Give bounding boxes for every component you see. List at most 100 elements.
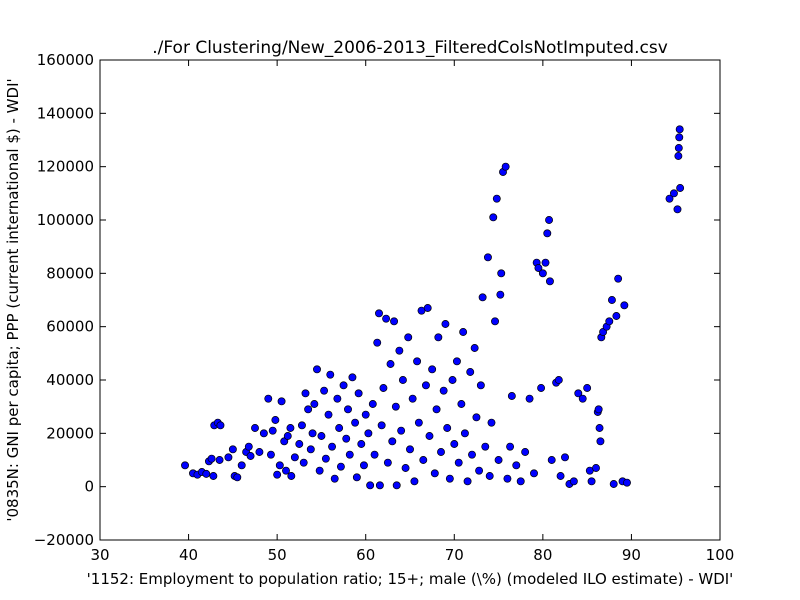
data-point — [216, 421, 225, 430]
data-point — [587, 477, 596, 486]
data-point — [406, 445, 414, 454]
data-point — [475, 466, 484, 475]
data-point — [388, 437, 397, 446]
data-point — [583, 384, 592, 392]
data-point — [283, 432, 292, 440]
data-point — [595, 424, 604, 432]
y-tick-label: 40000 — [46, 371, 94, 389]
data-point — [375, 309, 383, 318]
data-point — [317, 432, 326, 440]
data-point — [277, 397, 286, 406]
y-tick-label: 60000 — [46, 318, 94, 336]
data-point — [594, 405, 603, 414]
data-point — [352, 473, 361, 482]
x-tick-label: 60 — [356, 546, 375, 564]
x-tick-label: 80 — [533, 546, 552, 564]
data-point — [554, 376, 563, 384]
data-point — [487, 418, 496, 427]
data-point — [282, 466, 290, 475]
data-point — [609, 480, 618, 488]
data-point — [339, 381, 348, 390]
data-point — [366, 481, 375, 490]
data-point — [623, 478, 631, 487]
data-point — [233, 473, 242, 482]
data-point — [472, 413, 481, 422]
data-point — [398, 376, 407, 384]
plot-area: 30 40 50 60 70 80 90 100 −20000 0 20000 40000 60000 8… — [34, 51, 735, 564]
y-tick-label: 100000 — [37, 211, 94, 229]
data-point — [268, 426, 277, 435]
data-point — [545, 216, 554, 224]
data-point — [410, 477, 419, 486]
y-tick-label: 120000 — [37, 158, 94, 176]
data-point — [537, 384, 546, 392]
data-point — [392, 481, 401, 490]
data-point — [430, 469, 439, 478]
data-point — [404, 333, 413, 342]
data-point — [401, 464, 410, 472]
data-point — [348, 373, 357, 382]
data-point — [676, 184, 685, 192]
data-point — [264, 394, 273, 403]
data-point — [439, 386, 448, 395]
y-tick-label: −20000 — [34, 531, 94, 549]
data-point — [476, 381, 485, 390]
data-point — [333, 394, 342, 403]
data-point — [330, 474, 339, 483]
data-point — [454, 458, 463, 467]
data-point — [501, 162, 510, 171]
data-point — [215, 456, 224, 464]
data-point — [297, 421, 306, 430]
data-point — [320, 386, 329, 395]
y-tick-label: 20000 — [46, 424, 94, 442]
data-point — [368, 400, 377, 408]
data-point — [373, 338, 382, 347]
data-point — [530, 469, 538, 478]
data-point — [395, 346, 404, 355]
data-point — [457, 400, 466, 408]
data-point — [512, 461, 521, 470]
data-point — [375, 481, 384, 490]
y-tick-label: 80000 — [46, 264, 94, 282]
data-point — [463, 477, 472, 486]
data-point — [534, 264, 543, 272]
data-point — [483, 253, 492, 262]
chart-title: ./For Clustering/New_2006-2013_FilteredC… — [152, 38, 668, 58]
data-point — [370, 450, 379, 459]
data-point — [228, 445, 237, 454]
data-point — [434, 333, 443, 342]
data-point — [299, 458, 308, 467]
data-point — [612, 312, 621, 320]
y-tick-label: 140000 — [37, 104, 94, 122]
x-tick-label: 70 — [445, 546, 464, 564]
data-point — [379, 384, 388, 392]
data-point — [538, 269, 547, 278]
data-point — [669, 189, 678, 198]
data-point — [569, 477, 578, 486]
data-points — [181, 125, 685, 490]
data-point — [310, 400, 319, 408]
data-point — [266, 450, 275, 459]
data-point — [459, 328, 468, 336]
x-tick-label: 100 — [706, 546, 735, 564]
data-point — [506, 442, 515, 451]
data-point — [674, 152, 683, 160]
data-point — [448, 376, 457, 384]
data-point — [390, 317, 399, 326]
plot-frame — [99, 59, 721, 541]
y-axis-label: '0835N: GNI per capita; PPP (current int… — [4, 78, 22, 521]
data-point — [328, 442, 337, 451]
data-point — [286, 424, 295, 432]
data-point — [428, 365, 437, 374]
data-point — [357, 440, 366, 448]
data-point — [344, 405, 352, 414]
data-point — [665, 194, 674, 203]
data-point — [441, 320, 450, 328]
data-point — [391, 402, 400, 411]
data-point — [491, 317, 499, 326]
x-tick-label: 40 — [179, 546, 198, 564]
data-point — [675, 133, 684, 142]
data-point — [437, 448, 445, 456]
data-point — [468, 450, 476, 459]
data-point — [425, 432, 434, 440]
